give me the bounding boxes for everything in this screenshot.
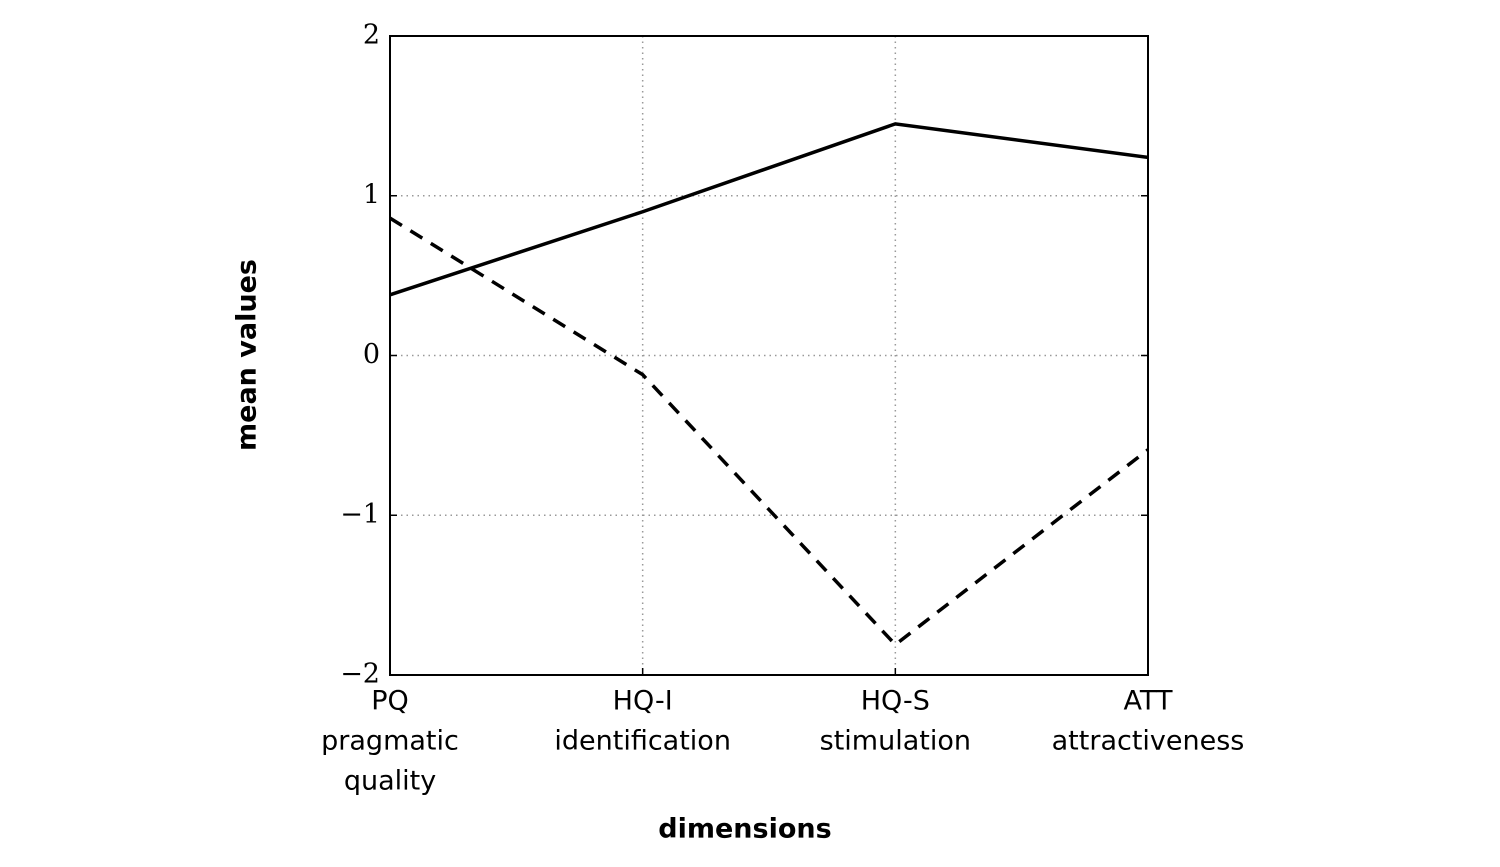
plot-frame — [389, 35, 1149, 676]
y-tick-label: 2 — [363, 20, 380, 51]
x-axis-label: dimensions — [658, 814, 831, 845]
y-tick-label: 0 — [363, 339, 380, 370]
data-line — [389, 122, 1149, 297]
y-tick-label: 1 — [363, 179, 380, 210]
y-axis-label: mean values — [232, 259, 263, 451]
y-tick-label: −1 — [340, 499, 380, 530]
y-tick-label: −2 — [340, 659, 380, 690]
x-tick-label: HQ-I — [613, 686, 673, 717]
data-line — [389, 216, 1150, 648]
x-tick-label: PQ — [371, 686, 409, 717]
x-tick-label: stimulation — [820, 726, 971, 757]
x-tick-label: attractiveness — [1052, 726, 1245, 757]
x-tick-label: pragmatic — [321, 726, 459, 757]
x-tick-label: quality — [344, 766, 436, 797]
x-tick-label: HQ-S — [861, 686, 930, 717]
x-tick-label: ATT — [1124, 686, 1173, 717]
x-tick-label: identification — [554, 726, 731, 757]
